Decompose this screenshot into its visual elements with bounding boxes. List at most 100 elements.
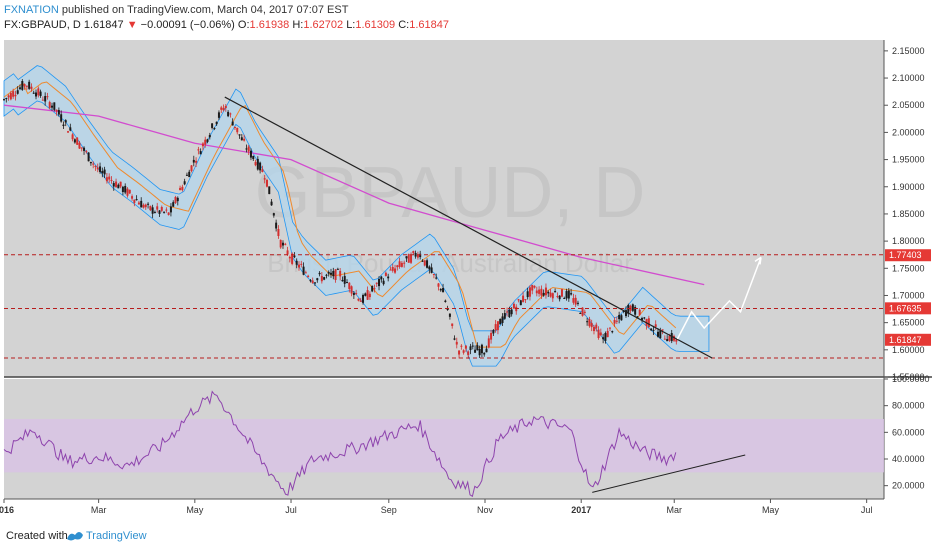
tradingview-brand[interactable]: TradingView [86, 530, 147, 542]
candle-body [336, 268, 339, 270]
candle-body [124, 185, 127, 193]
candle-body [39, 91, 42, 96]
price-tag-label: 1.61847 [889, 335, 922, 345]
candle-body [288, 256, 291, 259]
candle-body [576, 302, 579, 304]
candle-body [206, 139, 209, 142]
candle-body [30, 86, 33, 89]
candle-body [69, 127, 72, 131]
candle-body [73, 139, 76, 143]
candle-body [606, 330, 609, 338]
footer: Created with TradingView [0, 524, 932, 550]
candle-body [222, 107, 225, 111]
candle-body [542, 292, 545, 296]
tradingview-logo-icon[interactable] [66, 529, 84, 543]
projection-arrow-icon [754, 256, 762, 265]
candle-body [190, 165, 193, 172]
candle-body [110, 179, 113, 181]
candle-body [94, 165, 97, 167]
ichimoku-cloud [3, 65, 710, 367]
candle-body [643, 317, 646, 319]
candle-body [281, 242, 284, 246]
candle-body [112, 183, 115, 187]
candle-body [478, 348, 481, 356]
symbol-label: FX:GBPAUD, D [4, 19, 81, 31]
candle-body [533, 285, 536, 288]
candle-body [526, 291, 529, 298]
candle-body [506, 311, 509, 313]
candle-body [295, 260, 298, 265]
candle-body [137, 202, 140, 205]
candle-body [540, 288, 543, 296]
candle-body [657, 331, 660, 337]
candle-body [432, 274, 435, 276]
candle-body [217, 112, 220, 118]
candle-body [14, 94, 17, 97]
candle-body [158, 210, 161, 214]
candle-body [474, 349, 477, 353]
price-tick-label: 1.70000 [892, 290, 925, 300]
candle-body [185, 174, 188, 176]
candle-body [460, 345, 463, 347]
candle-body [430, 267, 433, 273]
candle-body [174, 196, 177, 203]
rsi-band [4, 419, 884, 473]
price-tag-box [885, 302, 931, 315]
candle-body [256, 158, 259, 170]
candle-body [249, 150, 252, 158]
candle-body [236, 127, 239, 133]
candle-body [405, 256, 408, 259]
rsi-trend-line [592, 454, 746, 493]
candle-body [268, 186, 271, 195]
candle-body [343, 275, 346, 284]
candle-body [204, 139, 207, 145]
candle-body [44, 96, 47, 102]
candle-body [567, 290, 570, 299]
chart-header: FXNATION published on TradingView.com, M… [0, 0, 932, 34]
candle-body [211, 123, 214, 128]
candle-body [510, 309, 513, 315]
price-tag-box [885, 249, 931, 262]
candle-body [309, 280, 312, 282]
candle-body [538, 289, 541, 294]
candle-body [588, 318, 591, 327]
candle-body [368, 293, 371, 298]
candle-body [131, 196, 134, 199]
price-tag-label: 1.67635 [889, 303, 922, 313]
time-tick-label: Jul [861, 505, 873, 515]
candle-body [215, 121, 218, 125]
candle-body [668, 336, 671, 341]
candle-body [19, 87, 22, 89]
candle-body [659, 330, 662, 339]
candle-body [224, 106, 227, 109]
candle-body [380, 276, 383, 280]
candle-body [448, 313, 451, 317]
candle-body [16, 90, 19, 94]
candle-body [135, 199, 138, 201]
publisher-name[interactable]: FXNATION [4, 4, 59, 16]
candle-body [570, 293, 573, 295]
rsi-tick-label: 80.0000 [892, 401, 925, 411]
rsi-line [3, 390, 677, 498]
candle-body [76, 137, 79, 145]
projection-path [676, 257, 762, 340]
chart-svg[interactable]: GBPAUD, D British Pound / Australian Dol… [0, 37, 932, 524]
moving-average-line [3, 104, 705, 286]
candle-body [277, 228, 280, 237]
candle-body [297, 264, 300, 268]
candle-body [318, 272, 321, 275]
time-tick-label: May [186, 505, 204, 515]
candle-body [201, 143, 204, 147]
candle-body [451, 323, 454, 327]
candle-body [554, 291, 557, 293]
chart-area[interactable]: GBPAUD, D British Pound / Australian Dol… [0, 37, 932, 524]
candle-body [35, 92, 38, 97]
rsi-layer [3, 390, 884, 498]
candle-body [195, 160, 198, 163]
candle-body [558, 295, 561, 300]
candle-body [439, 288, 442, 291]
candle-body [254, 162, 257, 166]
candle-body [117, 184, 120, 189]
candle-body [565, 291, 568, 299]
candle-body [579, 312, 582, 314]
